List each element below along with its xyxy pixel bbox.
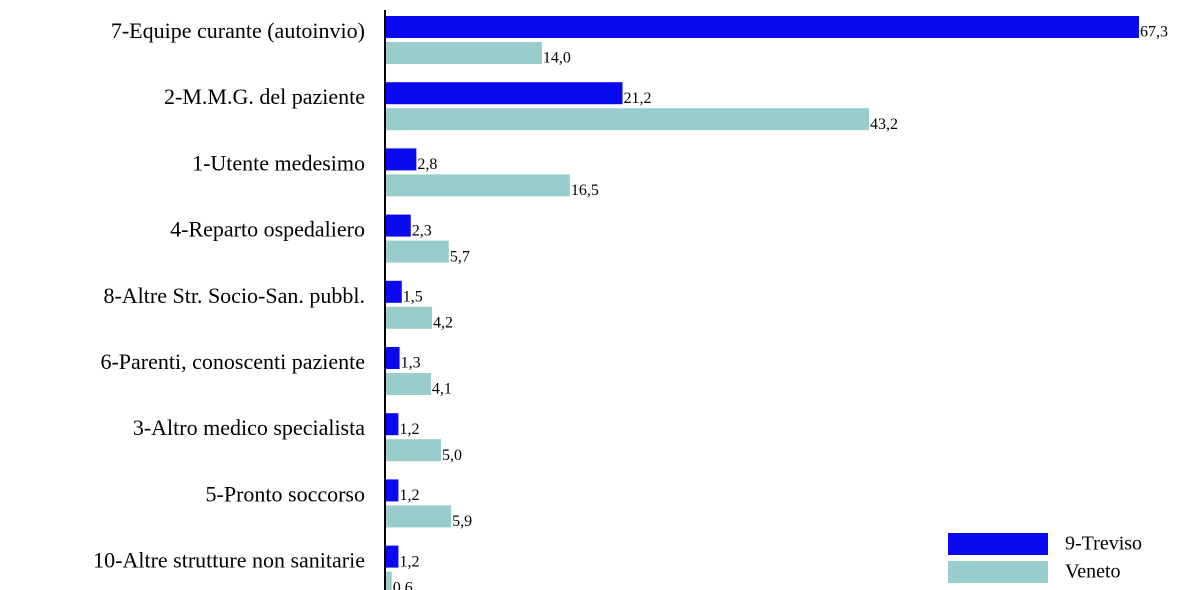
- value-label: 1,3: [401, 355, 421, 372]
- bar: [385, 174, 570, 197]
- category-label: 3-Altro medico specialista: [133, 415, 365, 440]
- legend-swatch: [948, 533, 1048, 555]
- bar: [385, 42, 542, 64]
- value-label: 0,6: [393, 579, 413, 590]
- bar: [385, 439, 442, 462]
- category-label: 6-Parenti, conoscenti paziente: [100, 349, 365, 374]
- bar: [385, 214, 411, 237]
- value-label: 5,9: [452, 513, 472, 530]
- value-label: 16,5: [571, 182, 599, 199]
- bar: [385, 413, 399, 436]
- value-label: 4,2: [433, 314, 453, 331]
- value-label: 1,2: [399, 553, 419, 570]
- bar: [385, 306, 433, 329]
- bar: [385, 545, 399, 568]
- bar: [385, 240, 449, 263]
- value-label: 4,1: [432, 381, 452, 398]
- bar: [385, 373, 431, 395]
- value-label: 1,5: [403, 288, 423, 305]
- bar: [385, 479, 399, 502]
- value-label: 43,2: [870, 116, 898, 133]
- bar: [385, 505, 452, 528]
- value-label: 1,2: [399, 487, 419, 504]
- legend-label: 9-Treviso: [1065, 533, 1142, 555]
- bar: [385, 148, 417, 171]
- category-label: 4-Reparto ospedaliero: [170, 217, 365, 242]
- bar: [385, 16, 1139, 38]
- value-label: 14,0: [543, 50, 571, 67]
- category-label: 10-Altre strutture non sanitarie: [93, 548, 365, 573]
- category-label: 7-Equipe curante (autoinvio): [111, 18, 365, 43]
- value-label: 2,8: [417, 156, 437, 173]
- value-label: 5,0: [442, 447, 462, 464]
- value-label: 5,7: [450, 248, 470, 265]
- value-label: 1,2: [399, 421, 419, 438]
- bar: [385, 108, 869, 131]
- legend-label: Veneto: [1065, 561, 1121, 583]
- bar: [385, 82, 623, 105]
- value-label: 67,3: [1140, 24, 1168, 41]
- value-label: 21,2: [624, 90, 652, 107]
- legend-swatch: [948, 561, 1048, 583]
- bar: [385, 280, 402, 303]
- bar: [385, 571, 392, 590]
- category-label: 2-M.M.G. del paziente: [164, 84, 365, 109]
- category-label: 8-Altre Str. Socio-San. pubbl.: [103, 283, 365, 308]
- value-label: 2,3: [412, 222, 432, 239]
- category-label: 5-Pronto soccorso: [206, 481, 365, 506]
- bar: [385, 347, 400, 369]
- category-label: 1-Utente medesimo: [192, 150, 365, 175]
